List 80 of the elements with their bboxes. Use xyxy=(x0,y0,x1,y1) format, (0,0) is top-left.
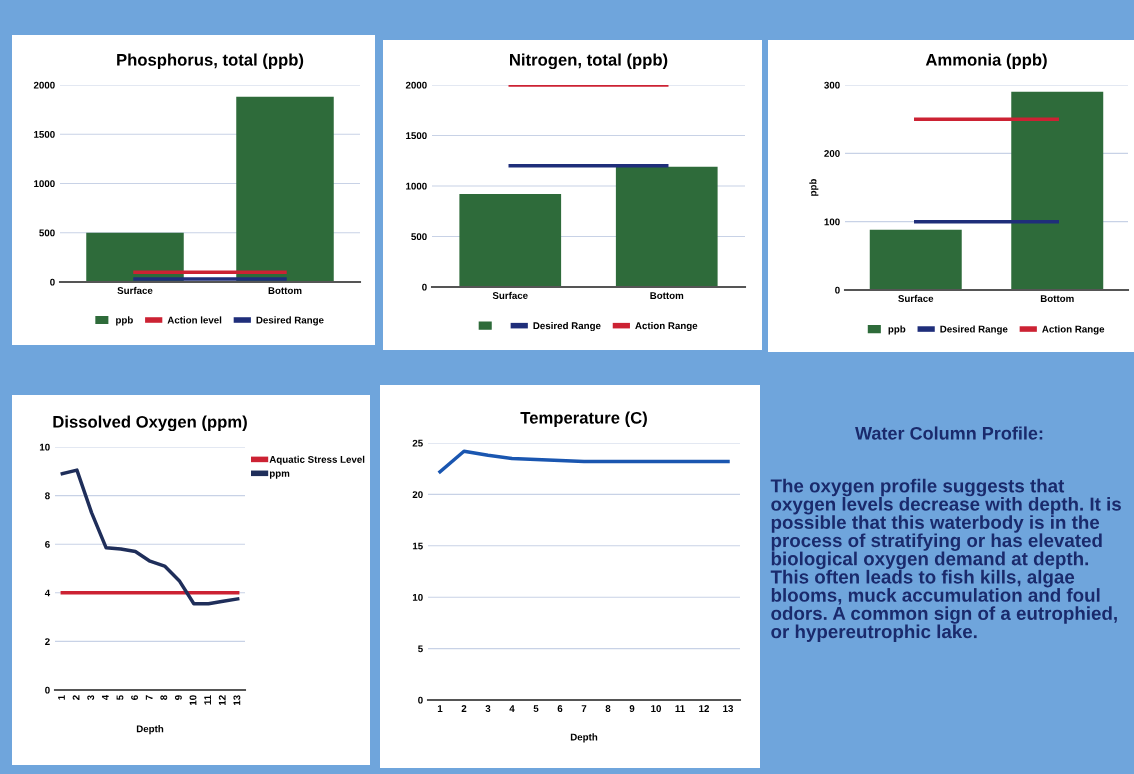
chart-title: Nitrogen, total (ppb) xyxy=(510,53,668,70)
y-tick-label: 6 xyxy=(45,540,50,548)
x-tick-label: 13 xyxy=(233,695,241,706)
x-tick-label: 3 xyxy=(485,705,491,713)
legend-label: Action Range xyxy=(1042,325,1105,335)
x-tick-label: 1 xyxy=(437,705,443,712)
x-tick-label: 5 xyxy=(533,705,539,712)
legend-label: Desired Range xyxy=(256,316,324,326)
x-tick-label: 9 xyxy=(174,695,182,700)
legend-label: ppb xyxy=(116,316,133,326)
x-tick-label: 2 xyxy=(461,705,467,712)
y-tick-label: 2 xyxy=(45,638,50,645)
chart-title: Temperature (C) xyxy=(520,411,647,428)
y-tick-label: 1500 xyxy=(406,132,427,140)
x-tick-label: 1 xyxy=(58,695,65,700)
y-tick-label: 100 xyxy=(824,218,840,226)
chart-title: Phosphorus, total (ppb) xyxy=(117,53,304,70)
x-tick-label: 5 xyxy=(116,695,124,700)
x-tick-label: Bottom xyxy=(1040,295,1074,302)
y-tick-label: 20 xyxy=(412,491,423,499)
y-tick-label: 500 xyxy=(39,229,55,237)
legend-label: Action Range xyxy=(635,322,698,332)
y-tick-label: 4 xyxy=(44,589,51,597)
x-tick-label: Bottom xyxy=(650,292,684,299)
x-tick-label: Bottom xyxy=(268,287,302,294)
text: Water Column Profile: xyxy=(855,426,1043,440)
x-tick-label: 4 xyxy=(509,705,515,712)
x-tick-label: 12 xyxy=(218,695,226,706)
y-tick-label: 0 xyxy=(418,696,423,704)
x-tick-label: 10 xyxy=(651,705,662,712)
y-tick-label: 15 xyxy=(412,542,423,550)
y-tick-label: 10 xyxy=(39,443,50,451)
x-tick-label: 10 xyxy=(189,695,197,706)
x-tick-label: 11 xyxy=(204,695,211,705)
y-tick-label: 0 xyxy=(835,286,840,294)
y-tick-label: 300 xyxy=(824,81,840,89)
x-axis-title: Depth xyxy=(136,725,164,735)
x-tick-label: 2 xyxy=(72,695,80,700)
y-tick-label: 10 xyxy=(412,593,423,601)
x-tick-label: Surface xyxy=(898,294,934,302)
y-tick-label: 0 xyxy=(45,686,50,694)
x-tick-label: 4 xyxy=(101,694,109,701)
legend-label: ppm xyxy=(269,471,290,479)
x-tick-label: 8 xyxy=(160,695,168,700)
y-tick-label: 1500 xyxy=(34,130,55,138)
x-tick-label: 7 xyxy=(581,705,587,712)
x-tick-label: 7 xyxy=(145,695,153,700)
chart-title: Dissolved Oxygen (ppm) xyxy=(53,415,247,432)
y-tick-label: 200 xyxy=(824,150,840,157)
y-tick-label: 5 xyxy=(418,645,423,653)
x-tick-label: 11 xyxy=(675,705,685,712)
y-tick-label: 0 xyxy=(50,278,55,286)
chart-title: Ammonia (ppb) xyxy=(925,53,1047,70)
y-tick-label: 8 xyxy=(45,492,50,500)
line-series xyxy=(438,449,730,474)
x-tick-label: 6 xyxy=(557,705,563,712)
y-tick-label: 2000 xyxy=(405,81,427,89)
y-tick-label: 1000 xyxy=(34,180,55,188)
legend-label: Desired Range xyxy=(533,322,601,332)
x-tick-label: 8 xyxy=(605,705,611,712)
y-tick-label: 2000 xyxy=(33,81,55,89)
x-tick-label: 6 xyxy=(131,695,138,700)
legend-label: Aquatic Stress Level xyxy=(269,455,365,465)
legend-label: Action level xyxy=(167,316,222,324)
y-tick-label: 25 xyxy=(412,439,423,447)
x-tick-label: 13 xyxy=(723,705,734,713)
x-axis-title: Depth xyxy=(570,733,598,743)
text: The oxygen profile suggests that oxygen levels decrease with depth. It is possible that this waterbody is in the process of stratifying or has elevated biological oxygen demand at depth. This often leads to fish kills, algae blooms, muck accumulation and foul odors. A common sign of a eutrophied, or hypereutrophic lake. xyxy=(770,478,1121,642)
x-tick-label: 9 xyxy=(629,705,635,712)
x-tick-label: 3 xyxy=(87,695,95,701)
y-tick-label: 500 xyxy=(411,233,427,241)
x-tick-label: Surface xyxy=(492,291,528,299)
x-tick-label: Surface xyxy=(117,286,153,294)
x-tick-label: 12 xyxy=(699,705,710,712)
y-axis-title: ppb xyxy=(809,178,819,196)
y-tick-label: 1000 xyxy=(406,182,427,190)
legend-label: ppb xyxy=(888,325,906,335)
line-series xyxy=(60,468,240,606)
y-tick-label: 0 xyxy=(422,283,427,291)
legend-label: Desired Range xyxy=(940,325,1008,335)
